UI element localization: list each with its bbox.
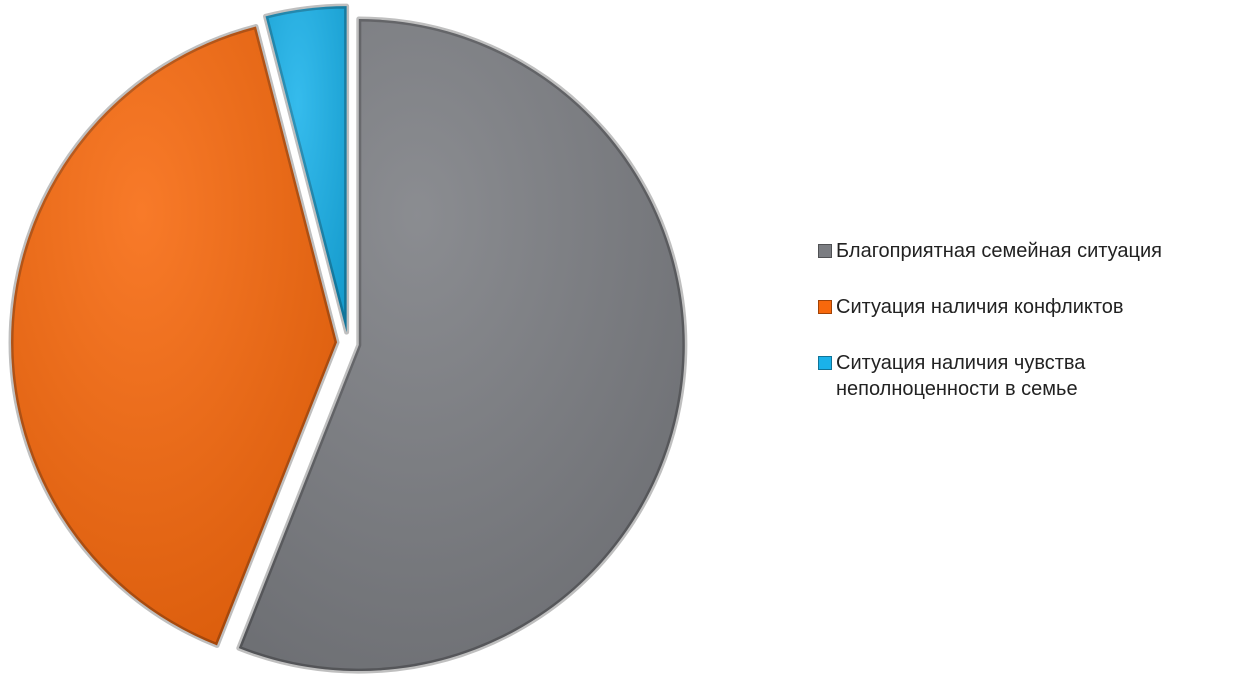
legend-swatch [818, 244, 832, 258]
legend-label: Благоприятная семейная ситуация [836, 240, 1162, 262]
legend-label: Ситуация наличия чувства неполноценности… [836, 352, 1086, 400]
legend-swatch [818, 356, 832, 370]
legend-entry: Ситуация наличия конфликтов [818, 294, 1238, 320]
legend-label: Ситуация наличия конфликтов [836, 296, 1124, 318]
legend-entry: Благоприятная семейная ситуация [818, 238, 1238, 264]
legend-swatch [818, 300, 832, 314]
legend: Благоприятная семейная ситуация Ситуация … [818, 238, 1238, 432]
legend-entry: Ситуация наличия чувства неполноценности… [818, 350, 1238, 402]
